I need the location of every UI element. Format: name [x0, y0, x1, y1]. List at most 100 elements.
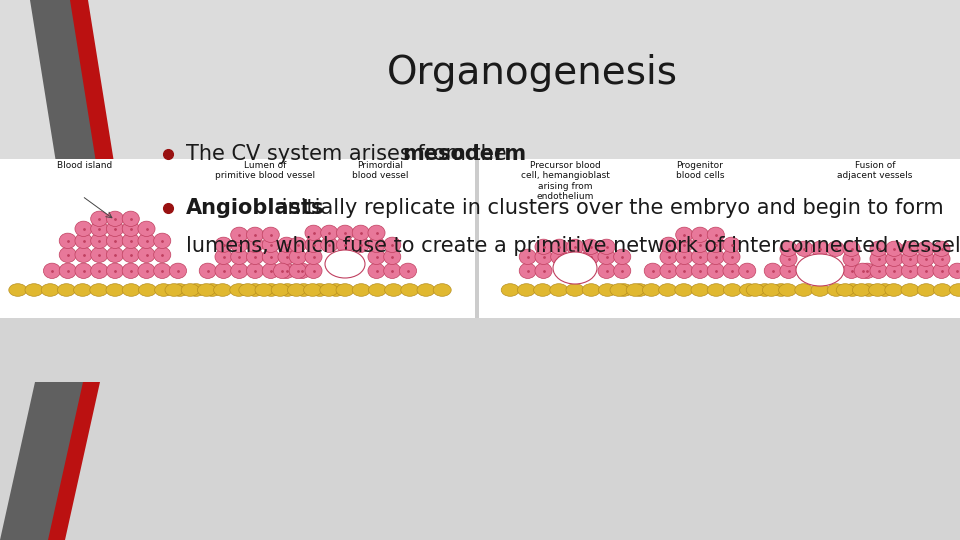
Ellipse shape — [262, 263, 279, 279]
Ellipse shape — [746, 284, 764, 296]
Ellipse shape — [278, 237, 295, 253]
Ellipse shape — [247, 263, 264, 279]
Ellipse shape — [278, 249, 295, 265]
Ellipse shape — [75, 263, 92, 279]
Ellipse shape — [417, 284, 435, 296]
Ellipse shape — [708, 263, 724, 279]
Ellipse shape — [582, 284, 600, 296]
Ellipse shape — [230, 249, 248, 265]
Ellipse shape — [171, 284, 189, 296]
Ellipse shape — [74, 284, 91, 296]
Ellipse shape — [107, 211, 124, 226]
Ellipse shape — [519, 249, 537, 265]
Ellipse shape — [278, 284, 297, 296]
Ellipse shape — [368, 263, 385, 279]
Polygon shape — [48, 382, 100, 540]
Ellipse shape — [708, 249, 724, 265]
Text: Primordial
blood vessel: Primordial blood vessel — [351, 161, 408, 180]
Ellipse shape — [204, 284, 221, 296]
Ellipse shape — [739, 284, 757, 296]
Ellipse shape — [948, 263, 960, 279]
Ellipse shape — [582, 249, 599, 265]
Ellipse shape — [843, 251, 860, 266]
Ellipse shape — [764, 263, 781, 279]
Ellipse shape — [859, 284, 877, 296]
Ellipse shape — [836, 284, 854, 296]
Ellipse shape — [229, 284, 248, 296]
Ellipse shape — [90, 284, 108, 296]
Ellipse shape — [303, 284, 322, 296]
Ellipse shape — [305, 225, 322, 240]
Ellipse shape — [811, 284, 829, 296]
Ellipse shape — [181, 284, 200, 296]
Ellipse shape — [631, 284, 649, 296]
Ellipse shape — [795, 284, 813, 296]
Ellipse shape — [107, 221, 124, 237]
Ellipse shape — [828, 284, 845, 296]
Ellipse shape — [122, 263, 139, 279]
Ellipse shape — [598, 284, 616, 296]
Ellipse shape — [933, 263, 950, 279]
Ellipse shape — [534, 284, 552, 296]
Ellipse shape — [154, 263, 171, 279]
Ellipse shape — [384, 249, 401, 265]
Ellipse shape — [691, 227, 708, 242]
Ellipse shape — [368, 225, 385, 240]
Text: initially replicate in clusters over the embryo and begin to form: initially replicate in clusters over the… — [276, 198, 944, 218]
Ellipse shape — [25, 284, 43, 296]
Ellipse shape — [708, 237, 724, 253]
Ellipse shape — [122, 211, 139, 226]
Ellipse shape — [138, 284, 156, 296]
Ellipse shape — [854, 263, 872, 279]
Ellipse shape — [60, 247, 76, 262]
Ellipse shape — [613, 263, 631, 279]
Ellipse shape — [885, 284, 902, 296]
Ellipse shape — [200, 263, 216, 279]
Text: Organogenesis: Organogenesis — [387, 54, 679, 92]
Polygon shape — [0, 382, 90, 540]
Ellipse shape — [901, 263, 919, 279]
Ellipse shape — [122, 284, 140, 296]
Ellipse shape — [614, 284, 633, 296]
Bar — [475, 159, 479, 318]
Ellipse shape — [107, 247, 124, 262]
Ellipse shape — [610, 284, 628, 296]
Ellipse shape — [106, 284, 124, 296]
Ellipse shape — [170, 263, 186, 279]
Ellipse shape — [75, 221, 92, 237]
Ellipse shape — [869, 284, 887, 296]
Ellipse shape — [239, 284, 257, 296]
Text: Blood island: Blood island — [58, 161, 112, 170]
Ellipse shape — [876, 284, 894, 296]
Text: Precursor blood
cell, hemangioblast
arising from
endothelium: Precursor blood cell, hemangioblast aris… — [520, 161, 610, 201]
Ellipse shape — [90, 221, 108, 237]
Ellipse shape — [255, 284, 273, 296]
Ellipse shape — [271, 284, 289, 296]
Ellipse shape — [90, 263, 108, 279]
Ellipse shape — [844, 284, 861, 296]
Ellipse shape — [294, 263, 311, 279]
Ellipse shape — [215, 237, 232, 253]
Ellipse shape — [352, 284, 371, 296]
Ellipse shape — [336, 237, 353, 253]
Ellipse shape — [384, 263, 401, 279]
Ellipse shape — [660, 237, 677, 253]
Ellipse shape — [724, 284, 741, 296]
Ellipse shape — [368, 237, 385, 253]
Ellipse shape — [138, 221, 156, 237]
Bar — [0, 0, 960, 270]
Ellipse shape — [327, 284, 345, 296]
Ellipse shape — [796, 254, 844, 286]
Ellipse shape — [675, 284, 693, 296]
Ellipse shape — [660, 249, 677, 265]
Ellipse shape — [917, 284, 935, 296]
Ellipse shape — [58, 284, 76, 296]
Ellipse shape — [626, 284, 644, 296]
Ellipse shape — [772, 284, 790, 296]
Polygon shape — [70, 0, 128, 250]
Ellipse shape — [9, 284, 27, 296]
Ellipse shape — [708, 227, 724, 242]
Ellipse shape — [566, 284, 584, 296]
Ellipse shape — [535, 239, 552, 254]
Ellipse shape — [843, 241, 860, 256]
